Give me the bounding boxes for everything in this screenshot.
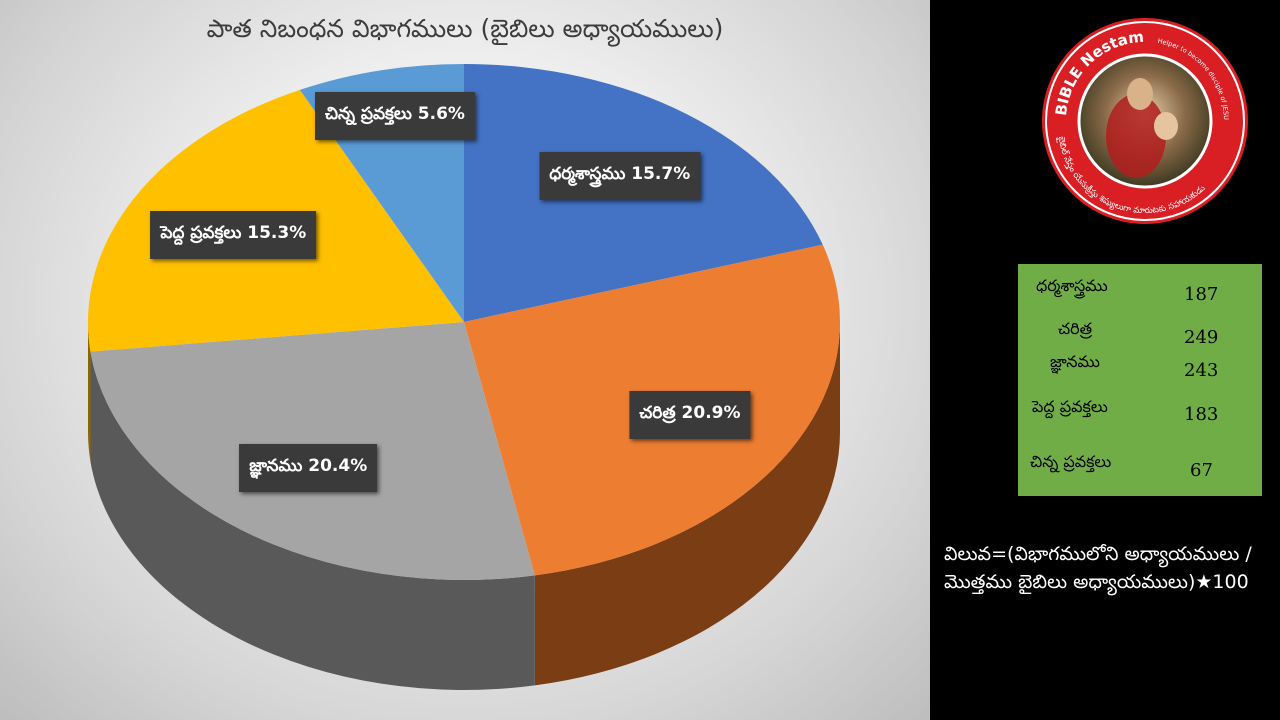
- slice-label-0: ధర్మశాస్త్రము 15.7%: [539, 152, 701, 201]
- chapter-count-table: ధర్మశాస్త్రము 187 చరిత్ర 249 జ్ఞానము 243…: [1018, 264, 1262, 496]
- pie-side-1: [534, 322, 840, 686]
- pie-side-3: [88, 322, 91, 462]
- table-row-name: ధర్మశాస్త్రము: [1036, 276, 1108, 295]
- table-row-value: 249: [1184, 327, 1219, 348]
- bible-nestam-logo: BIBLE Nestam Helper to become disciple o…: [1036, 16, 1248, 224]
- pie-side-2: [90, 351, 535, 690]
- table-row-name: చరిత్ర: [1058, 319, 1093, 338]
- table-row-value: 187: [1184, 284, 1219, 305]
- slice-label-1: చరిత్ర 20.9%: [629, 390, 751, 439]
- chart-panel: పాత నిబంధన విభాగములు (బైబిలు అధ్యాయములు)…: [0, 0, 930, 720]
- chart-title: పాత నిబంధన విభాగములు (బైబిలు అధ్యాయములు): [206, 14, 724, 43]
- table-row-value: 67: [1190, 460, 1213, 481]
- slice-label-3: పెద్ద ప్రవక్తలు 15.3%: [150, 211, 317, 260]
- table-row-name: పెద్ద ప్రవక్తలు: [1032, 397, 1108, 416]
- table-row-name: జ్ఞానము: [1050, 352, 1100, 371]
- formula-text: విలువ=(విభాగములోని అధ్యాయములు / మొత్తము …: [944, 543, 1252, 593]
- table-row-value: 183: [1184, 404, 1219, 425]
- table-row-name: చిన్న ప్రవక్తలు: [1030, 452, 1112, 471]
- table-row-value: 243: [1184, 360, 1219, 381]
- slice-label-2: జ్ఞానము 20.4%: [239, 443, 378, 492]
- slice-label-4: చిన్న ప్రవక్తలు 5.6%: [314, 91, 475, 140]
